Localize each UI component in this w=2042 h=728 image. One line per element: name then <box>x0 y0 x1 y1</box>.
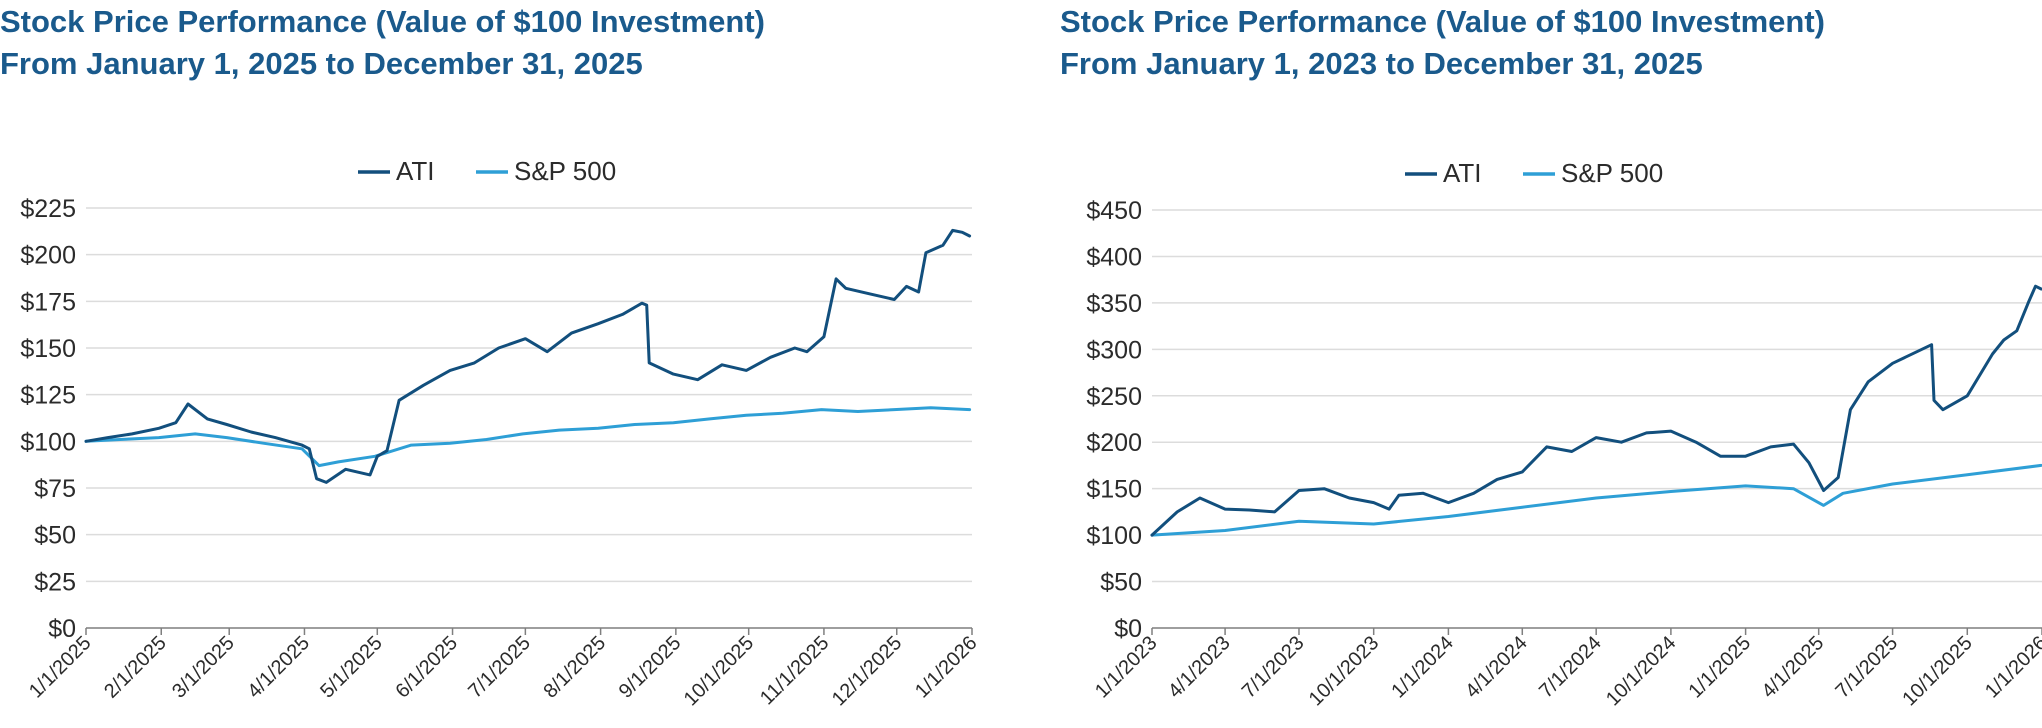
series-line-ati <box>1150 284 2042 537</box>
x-tick-label: 4/1/2024 <box>1461 632 1532 703</box>
y-tick-label: $150 <box>1086 476 1142 504</box>
line-chart-2025: $0 $25 $50 $75 $100 $125 $150 $175 $200 $225 1/1/2… <box>20 156 982 710</box>
x-tick-label: 1/1/2026 <box>1981 632 2042 703</box>
x-tick-label: 4/1/2023 <box>1164 632 1235 703</box>
gridlines <box>1152 209 2042 583</box>
x-tick-label: 9/1/2025 <box>615 632 686 703</box>
legend-label: ATI <box>1443 158 1482 188</box>
x-tick-label: 10/1/2023 <box>1305 632 1383 710</box>
chart-panel-right: Stock Price Performance (Value of $100 I… <box>1060 0 2042 728</box>
x-tick-label: 12/1/2025 <box>828 632 906 710</box>
chart-title: Stock Price Performance (Value of $100 I… <box>0 4 765 39</box>
y-tick-label: $0 <box>48 615 76 643</box>
y-tick-label: $75 <box>34 475 76 503</box>
x-tick-label: 5/1/2025 <box>316 632 387 703</box>
x-tick-label: 7/1/2023 <box>1238 632 1309 703</box>
x-tick-label: 7/1/2025 <box>1832 632 1903 703</box>
y-tick-label: $350 <box>1086 290 1142 318</box>
chart-panel-left: Stock Price Performance (Value of $100 I… <box>0 0 1000 728</box>
y-tick-label: $450 <box>1086 197 1142 225</box>
legend-label: ATI <box>396 156 435 186</box>
chart-subtitle: From January 1, 2025 to December 31, 202… <box>0 46 643 81</box>
y-tick-label: $250 <box>1086 383 1142 411</box>
line-chart-2023-2025: $0 $50 $100 $150 $200 $250 $300 $350 $400 $450 1/1… <box>1086 158 2042 710</box>
chart-subtitle: From January 1, 2023 to December 31, 202… <box>1060 46 1703 81</box>
x-tick-label: 10/1/2024 <box>1602 632 1680 710</box>
x-tick-label: 10/1/2025 <box>1898 632 1976 710</box>
x-tick-label: 7/1/2025 <box>464 632 535 703</box>
y-axis: $0 $25 $50 $75 $100 $125 $150 $175 $200 $225 <box>20 195 76 643</box>
y-tick-label: $225 <box>20 195 76 223</box>
x-tick-label: 7/1/2024 <box>1535 632 1606 703</box>
x-tick-label: 11/1/2025 <box>756 632 833 709</box>
x-tick-label: 10/1/2025 <box>680 632 758 710</box>
series-line-s-p-500 <box>84 406 972 468</box>
legend: ATI S&P 500 <box>1405 158 1663 188</box>
series-line-s-p-500 <box>1150 463 2042 537</box>
chart-title: Stock Price Performance (Value of $100 I… <box>1060 4 1825 39</box>
y-tick-label: $400 <box>1086 243 1142 271</box>
legend-label: S&P 500 <box>1561 158 1663 188</box>
legend-label: S&P 500 <box>514 156 616 186</box>
x-tick-label: 1/1/2025 <box>1685 632 1756 703</box>
y-tick-label: $200 <box>1086 429 1142 457</box>
x-tick-label: 1/1/2026 <box>911 632 982 703</box>
y-tick-label: $175 <box>20 288 76 316</box>
x-tick-label: 4/1/2025 <box>243 632 314 703</box>
x-tick-label: 3/1/2025 <box>168 632 239 703</box>
y-tick-label: $50 <box>1100 569 1142 597</box>
x-tick-label: 1/1/2024 <box>1387 632 1458 703</box>
legend: ATI S&P 500 <box>358 156 616 186</box>
y-tick-label: $0 <box>1114 615 1142 643</box>
y-tick-label: $25 <box>34 568 76 596</box>
y-tick-label: $200 <box>20 242 76 270</box>
y-tick-label: $100 <box>20 428 76 456</box>
x-tick-label: 4/1/2025 <box>1758 632 1829 703</box>
x-tick-label: 6/1/2025 <box>391 632 462 703</box>
y-tick-label: $100 <box>1086 522 1142 550</box>
series-line-ati <box>84 228 972 484</box>
y-tick-label: $150 <box>20 335 76 363</box>
x-tick-label: 2/1/2025 <box>100 632 171 703</box>
y-tick-label: $300 <box>1086 336 1142 364</box>
y-tick-label: $125 <box>20 382 76 410</box>
y-tick-label: $50 <box>34 522 76 550</box>
x-tick-label: 8/1/2025 <box>540 632 611 703</box>
gridlines <box>86 207 972 583</box>
y-axis: $0 $50 $100 $150 $200 $250 $300 $350 $400 $450 <box>1086 197 1142 643</box>
